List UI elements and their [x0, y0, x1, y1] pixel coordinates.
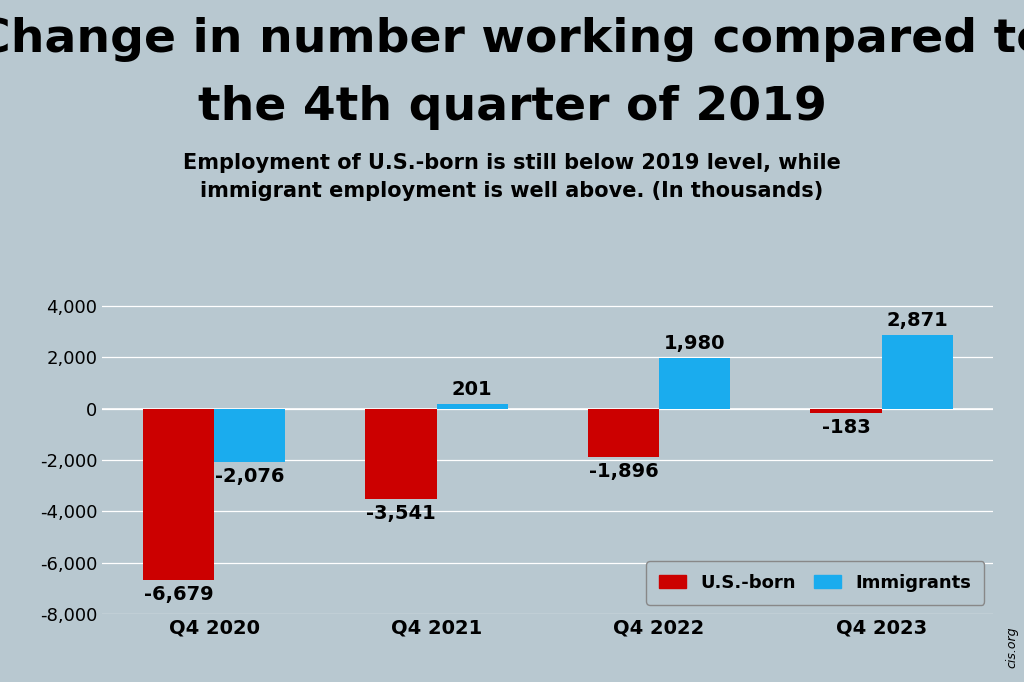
Text: -183: -183 [821, 418, 870, 437]
Bar [588, 409, 659, 457]
Bar [366, 409, 436, 499]
Bar [214, 409, 286, 462]
Text: 201: 201 [452, 380, 493, 399]
Text: 2,871: 2,871 [887, 312, 948, 330]
Text: -6,679: -6,679 [143, 584, 213, 604]
Bar [143, 409, 214, 580]
Text: cis.org: cis.org [1006, 627, 1019, 668]
Text: Employment of U.S.-born is still below 2019 level, while
immigrant employment is: Employment of U.S.-born is still below 2… [183, 153, 841, 201]
Text: -1,896: -1,896 [589, 462, 658, 481]
Bar [436, 404, 508, 409]
Bar [882, 335, 952, 409]
Text: -3,541: -3,541 [367, 504, 436, 523]
Bar [810, 409, 882, 413]
Legend: U.S.-born, Immigrants: U.S.-born, Immigrants [646, 561, 984, 605]
Text: 1,980: 1,980 [664, 334, 725, 353]
Text: Change in number working compared to: Change in number working compared to [0, 17, 1024, 62]
Text: the 4th quarter of 2019: the 4th quarter of 2019 [198, 85, 826, 130]
Bar [659, 358, 730, 409]
Text: -2,076: -2,076 [215, 466, 285, 486]
